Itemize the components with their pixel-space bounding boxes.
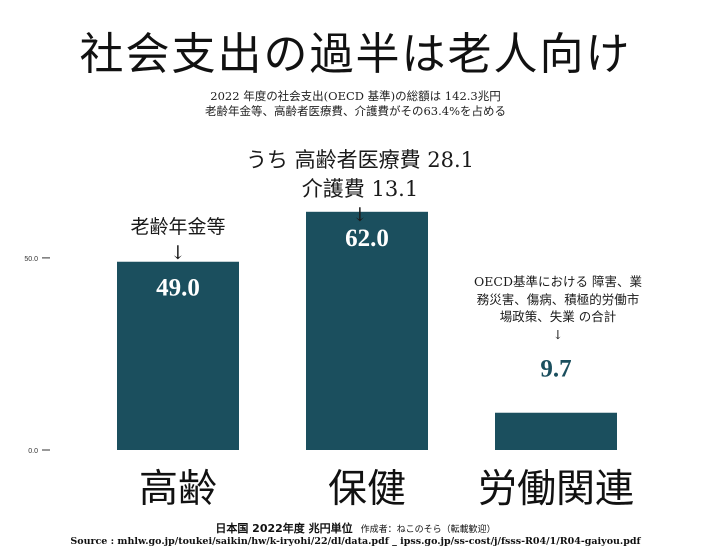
labor-note-line-3: 場政策、失業 の合計	[499, 309, 617, 324]
down-arrow-icon: ↓	[552, 326, 564, 342]
y-tick-label: 50.0	[24, 256, 38, 263]
footer-main: 日本国 2022年度 兆円単位	[215, 522, 353, 535]
x-tick-label: 保健	[328, 467, 406, 512]
elderly-medical-label: うち 高齢者医療費 28.1	[245, 148, 475, 172]
footer-caption: 日本国 2022年度 兆円単位 作成者：ねこのそら（転載歓迎）	[0, 520, 711, 536]
labor-note-line-1: OECD基準における 障害、業	[474, 274, 642, 289]
health-annotation: うち 高齢者医療費 28.1 介護費 13.1 ↓	[215, 146, 505, 226]
nursing-care-label: 介護費 13.1	[301, 177, 419, 201]
y-tick-label: 0.0	[28, 448, 38, 455]
data-label: 62.0	[345, 225, 389, 252]
down-arrow-icon: ↓	[352, 204, 368, 226]
labor-note-line-2: 務災害、傷病、積極的労働市	[476, 291, 640, 307]
data-label: 9.7	[540, 356, 571, 383]
bar	[495, 412, 617, 450]
pension-label: 老齢年金等	[130, 216, 226, 238]
subtitle-line-1: 2022 年度の社会支出(OECD 基準)の総額は 142.3兆円	[210, 89, 501, 103]
data-label: 49.0	[156, 275, 200, 302]
page-title: 社会支出の過半は老人向け	[79, 29, 632, 80]
subtitle: 2022 年度の社会支出(OECD 基準)の総額は 142.3兆円 老齢年金等、…	[0, 89, 711, 119]
footer-author: 作成者：ねこのそら（転載歓迎）	[360, 525, 496, 535]
pension-annotation: 老齢年金等 ↓	[108, 214, 248, 266]
footer-source: Source : mhlw.go.jp/toukei/saikin/hw/k-i…	[70, 536, 641, 547]
subtitle-line-2: 老齢年金等、高齢者医療費、介護費がその63.4%を占める	[204, 104, 507, 118]
x-tick-label: 高齢	[139, 467, 217, 512]
x-tick-label: 労働関連	[478, 467, 634, 512]
down-arrow-icon: ↓	[170, 242, 186, 264]
bar	[117, 261, 239, 450]
bar	[306, 211, 428, 450]
labor-annotation: OECD基準における 障害、業 務災害、傷病、積極的労働市 場政策、失業 の合計…	[453, 273, 663, 343]
